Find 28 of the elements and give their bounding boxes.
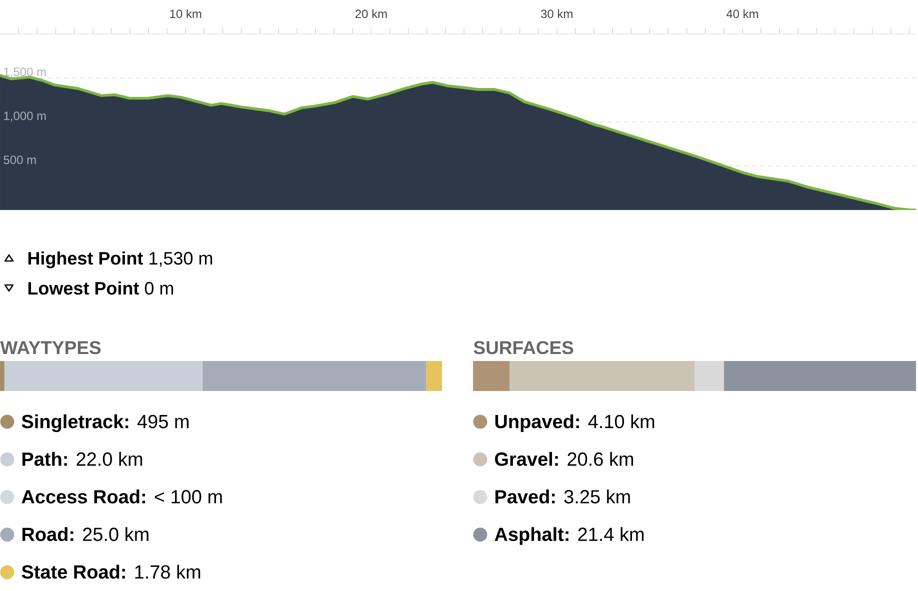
text: Highest Point 1,530 m <box>28 251 212 268</box>
legend-label: State Road: 1.78 km <box>22 564 200 579</box>
x-tick-label: 30 km <box>540 9 572 18</box>
legend-label: Singletrack: 495 m <box>22 414 189 432</box>
text: Lowest Point 0 m <box>28 281 174 295</box>
x-tick-label: 20 km <box>355 9 387 18</box>
x-tick-label: 40 km <box>726 9 758 18</box>
legend-label: Paved: 3.25 km <box>495 490 630 504</box>
bar <box>4 360 202 391</box>
legend-label: Path: 22.0 km <box>22 452 142 466</box>
bar <box>426 360 442 391</box>
chart-title: SURFACES <box>474 341 574 354</box>
legend-label: Access Road: < 100 m <box>22 490 222 504</box>
bar <box>0 360 4 391</box>
bar <box>694 360 724 391</box>
bar <box>510 360 695 391</box>
bar <box>202 360 426 391</box>
legend-label: Gravel: 20.6 km <box>494 452 634 466</box>
bar <box>473 360 510 391</box>
y-tick-label: 1,500 m <box>4 68 46 78</box>
legend-label: Unpaved: 4.10 km <box>495 414 654 432</box>
y-tick-label: 1,000 m <box>4 112 46 122</box>
legend-label: Road: 25.0 km <box>22 527 148 542</box>
chart-title: WAYTYPES <box>0 341 101 354</box>
bar <box>724 360 916 391</box>
legend-label: Asphalt: 21.4 km <box>494 527 644 545</box>
y-tick-label: 500 m <box>4 156 36 164</box>
x-tick-label: 10 km <box>170 9 202 18</box>
